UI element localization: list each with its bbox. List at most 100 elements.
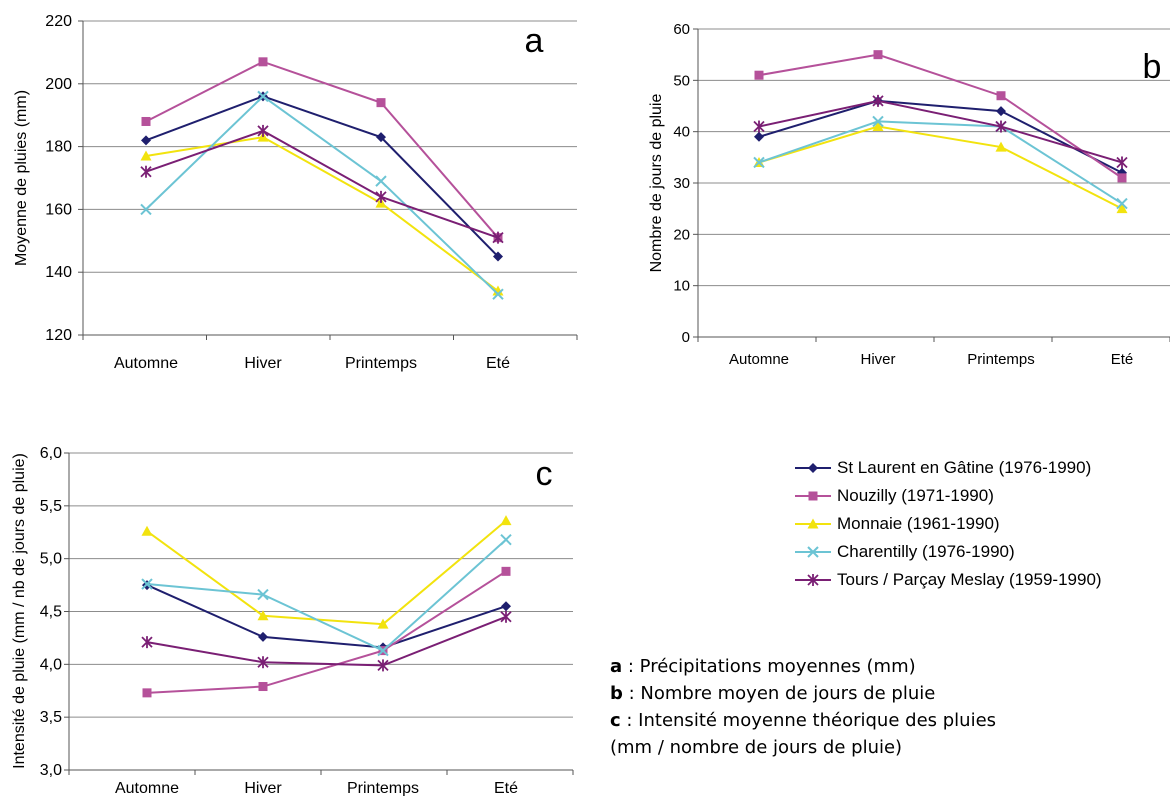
y-tick-label: 220 — [45, 13, 72, 30]
legend-marker-symbol — [807, 546, 819, 558]
x-category-label-ete: Eté — [494, 780, 518, 796]
note-b-key: b — [610, 683, 623, 704]
data-point-st-laurent-ete — [501, 601, 511, 612]
note-c-text: : Intensité moyenne théorique des pluies — [620, 710, 997, 731]
data-point-charentilly-automne — [140, 203, 152, 216]
series-charentilly — [141, 533, 512, 657]
panel-a: 120 140 160 180 200 220 Automne Hiver Printemps E… — [13, 13, 578, 372]
series-line-nouzilly — [146, 570, 507, 694]
panel-letter-b: b — [1143, 48, 1162, 86]
data-point-nouzilly-automne — [141, 116, 151, 126]
series-charentilly — [753, 115, 1128, 210]
series-nouzilly — [141, 57, 503, 243]
data-point-tours-ete — [1116, 156, 1128, 169]
y-tick-label: 140 — [45, 264, 72, 281]
data-point-monnaie-ete — [1116, 203, 1128, 214]
series-line-charentilly — [758, 120, 1123, 205]
series-line-monnaie — [145, 136, 499, 292]
data-point-nouzilly-ete — [1117, 173, 1127, 183]
data-point-monnaie-ete — [500, 515, 512, 526]
x-category-label-hiver: Hiver — [860, 351, 895, 368]
data-point-st-laurent-hiver — [258, 631, 268, 642]
x-category-label-hiver: Hiver — [244, 780, 282, 796]
series-line-tours — [146, 615, 507, 667]
series-line-st-laurent — [146, 584, 507, 649]
legend-marker-nouzilly — [795, 491, 831, 501]
y-axis-title: Intensité de pluie (mm / nb de jours de … — [11, 453, 28, 769]
data-point-monnaie-automne — [140, 150, 152, 161]
data-point-st-laurent-ete — [493, 251, 503, 262]
data-point-tours-printemps — [375, 190, 387, 203]
data-point-nouzilly-hiver — [873, 50, 883, 60]
data-point-st-laurent-printemps — [376, 132, 386, 143]
y-tick-label: 120 — [45, 327, 72, 344]
series-charentilly — [140, 90, 504, 300]
y-tick-label: 5,5 — [40, 498, 62, 515]
legend-marker-symbol — [808, 491, 818, 501]
data-point-tours-automne — [140, 165, 152, 178]
legend-item-tours: Tours / Parçay Meslay (1959-1990) — [795, 566, 1102, 594]
note-c-line2: (mm / nombre de jours de pluie) — [610, 737, 903, 758]
y-tick-label: 50 — [673, 72, 690, 89]
legend-marker-symbol — [808, 463, 818, 473]
x-category-label-automne: Automne — [115, 780, 179, 796]
y-tick-label: 5,0 — [40, 551, 62, 568]
series-line-charentilly — [145, 95, 499, 295]
data-point-st-laurent-automne — [754, 131, 764, 142]
data-point-nouzilly-automne — [142, 688, 152, 698]
x-category-label-automne: Automne — [729, 351, 789, 368]
panel-c: 3,0 3,5 4,0 4,5 5,0 5,5 6,0 Automne Hiver Printem… — [11, 445, 574, 796]
data-point-charentilly-automne — [141, 578, 153, 590]
panel-notes: a : Précipitations moyennes (mm) b : Nom… — [610, 653, 996, 761]
y-tick-label: 4,5 — [40, 604, 62, 621]
series-tours — [141, 610, 512, 672]
y-tick-label: 0 — [682, 329, 690, 346]
data-point-charentilly-hiver — [872, 115, 884, 128]
data-point-charentilly-ete — [492, 288, 504, 300]
series-line-charentilly — [146, 538, 507, 652]
legend-label-monnaie: Monnaie (1961-1990) — [837, 514, 1000, 533]
data-point-nouzilly-hiver — [258, 57, 268, 67]
note-b: b : Nombre moyen de jours de pluie — [610, 680, 996, 707]
legend-item-monnaie: Monnaie (1961-1990) — [795, 510, 1102, 538]
data-point-monnaie-automne — [141, 525, 153, 536]
data-point-monnaie-ete — [492, 285, 504, 296]
legend-marker-tours — [795, 574, 831, 586]
y-tick-label: 6,0 — [40, 445, 62, 462]
series-line-monnaie — [146, 519, 507, 626]
data-point-charentilly-automne — [753, 156, 765, 169]
legend-label-tours: Tours / Parçay Meslay (1959-1990) — [837, 570, 1102, 589]
legend-label-charentilly: Charentilly (1976-1990) — [837, 542, 1015, 561]
data-point-nouzilly-automne — [754, 70, 764, 80]
data-point-charentilly-ete — [1116, 197, 1128, 210]
series-line-st-laurent — [145, 95, 499, 258]
data-point-tours-hiver — [257, 656, 269, 669]
y-tick-label: 3,5 — [40, 709, 62, 726]
x-category-label-hiver: Hiver — [244, 355, 282, 372]
note-b-text: : Nombre moyen de jours de pluie — [622, 683, 936, 704]
data-point-tours-printemps — [377, 659, 389, 672]
series-monnaie — [753, 121, 1128, 214]
series-line-tours — [145, 129, 499, 239]
legend: St Laurent en Gâtine (1976-1990) Nouzill… — [795, 454, 1102, 594]
y-tick-label: 60 — [673, 21, 690, 38]
x-category-label-printemps: Printemps — [345, 355, 417, 372]
data-point-monnaie-printemps — [377, 618, 389, 629]
note-c: c : Intensité moyenne théorique des plui… — [610, 707, 996, 734]
data-point-charentilly-hiver — [257, 588, 269, 601]
panel-b: 0 10 20 30 40 50 60 Automne Hiver Printemps Eté Nom… — [648, 21, 1170, 368]
legend-label-nouzilly: Nouzilly (1971-1990) — [837, 486, 994, 505]
panel-letter-c: c — [536, 455, 553, 493]
y-tick-label: 160 — [45, 201, 72, 218]
data-point-charentilly-printemps — [377, 644, 389, 657]
y-tick-label: 200 — [45, 76, 72, 93]
data-point-charentilly-ete — [500, 533, 512, 546]
data-point-tours-automne — [753, 120, 765, 133]
legend-marker-symbol — [807, 518, 819, 529]
note-a-text: : Précipitations moyennes (mm) — [622, 656, 916, 677]
series-nouzilly — [754, 50, 1127, 183]
series-line-st-laurent — [758, 99, 1123, 174]
legend-label-st-laurent: St Laurent en Gâtine (1976-1990) — [837, 458, 1092, 477]
